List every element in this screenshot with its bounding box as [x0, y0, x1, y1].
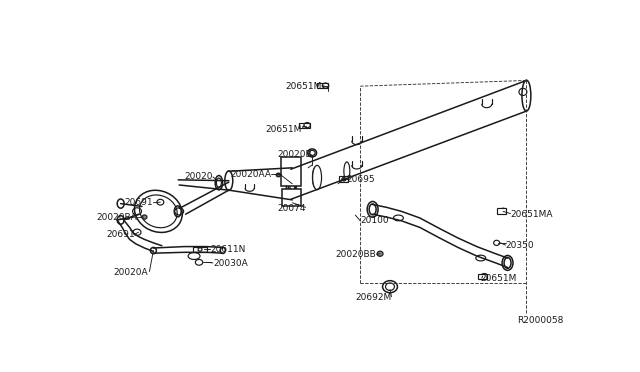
Text: 20651M: 20651M: [285, 82, 322, 91]
Text: 20350: 20350: [506, 241, 534, 250]
Text: 20020AA: 20020AA: [230, 170, 271, 179]
Text: 20651M: 20651M: [266, 125, 302, 134]
Bar: [317, 83, 328, 88]
Text: 20020BB: 20020BB: [336, 250, 376, 259]
Text: 20074: 20074: [277, 204, 306, 213]
Text: R2000058: R2000058: [517, 316, 564, 325]
Text: 20020: 20020: [184, 173, 213, 182]
Bar: [339, 176, 348, 182]
Text: 20611N: 20611N: [210, 245, 245, 254]
Text: 20651M: 20651M: [481, 275, 517, 283]
Text: 20100: 20100: [360, 216, 389, 225]
Bar: [282, 189, 301, 206]
Text: 20020B: 20020B: [278, 150, 312, 158]
Text: 20030A: 20030A: [213, 259, 248, 268]
Bar: [478, 274, 487, 279]
Bar: [281, 157, 301, 186]
Bar: [193, 247, 207, 252]
Bar: [497, 208, 506, 214]
Text: 20020BA: 20020BA: [96, 214, 137, 222]
Text: 20691: 20691: [106, 230, 134, 239]
Bar: [300, 122, 310, 128]
Text: 20692M: 20692M: [355, 293, 392, 302]
Text: 20020A: 20020A: [114, 268, 148, 277]
Text: 20691: 20691: [125, 198, 154, 207]
Ellipse shape: [312, 166, 321, 190]
Text: 20695: 20695: [347, 175, 376, 185]
Ellipse shape: [377, 251, 383, 256]
Text: 20651MA: 20651MA: [511, 210, 553, 219]
Ellipse shape: [276, 173, 280, 177]
Ellipse shape: [142, 215, 147, 219]
Ellipse shape: [342, 177, 346, 181]
